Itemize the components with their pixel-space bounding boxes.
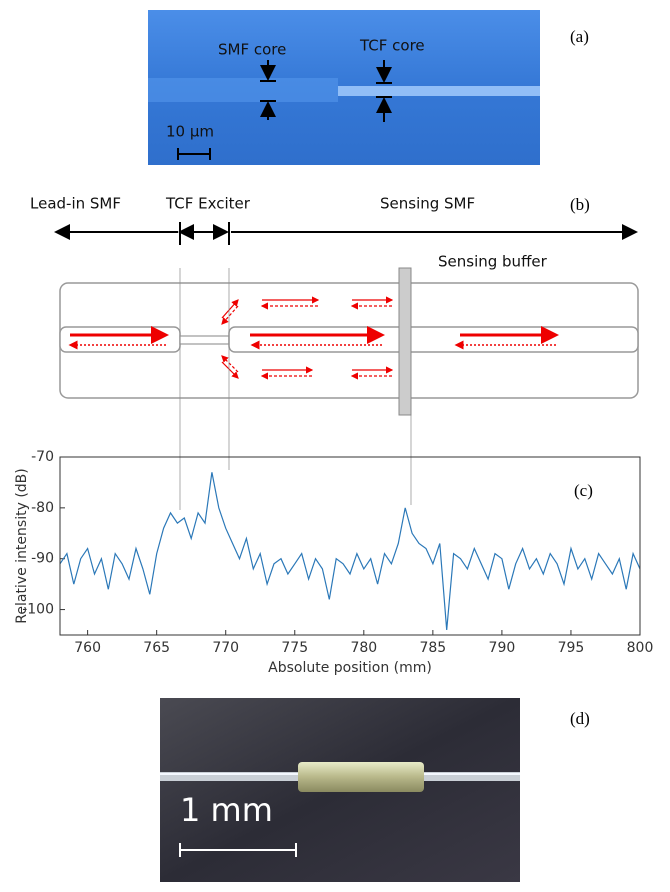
smf-core-label: SMF core: [218, 41, 286, 59]
y-tick-label: -70: [31, 449, 54, 465]
lead-in-core: [59, 326, 181, 353]
sensing-buffer: [398, 267, 412, 416]
panel-a: SMF core TCF core 10 μm (a): [148, 10, 589, 165]
plot-frame: [59, 456, 641, 636]
panel-b: Lead-in SMF TCF Exciter Sensing SMF (b) …: [30, 195, 639, 416]
trace: [59, 472, 641, 630]
x-tick-label: 760: [74, 640, 101, 656]
x-tick-label: 775: [281, 640, 308, 656]
panel-label-b: (b): [570, 195, 590, 214]
x-tick-label: 785: [419, 640, 446, 656]
y-tick-label: -80: [31, 500, 54, 516]
y-tick-label: -90: [31, 551, 54, 567]
x-tick-label: 770: [212, 640, 239, 656]
x-tick-label: 780: [350, 640, 377, 656]
x-tick-label: 800: [627, 640, 654, 656]
tcf-segment: [179, 335, 230, 345]
exciter-label: TCF Exciter: [165, 195, 251, 213]
panel-c: -100 -90 -80 -70 760 765 770 775 780 785 790 795 800…: [14, 268, 653, 676]
x-axis-title: Absolute position (mm): [268, 660, 432, 676]
x-tick-label: 765: [143, 640, 170, 656]
y-axis-title: Relative intensity (dB): [14, 468, 30, 623]
tcf-core: [338, 86, 540, 96]
sleeve: [298, 762, 424, 792]
sensing-label: Sensing SMF: [380, 195, 475, 213]
y-tick-label: -100: [22, 602, 54, 618]
panel-label-d: (d): [570, 709, 590, 728]
smf-fiber: [148, 78, 338, 102]
panel-d: 1 mm (d): [160, 698, 590, 882]
lead-in-label: Lead-in SMF: [30, 195, 121, 213]
scale-label-a: 10 μm: [166, 123, 214, 141]
sensing-core: [228, 326, 639, 353]
tcf-core-label: TCF core: [359, 37, 425, 55]
scale-label-d: 1 mm: [180, 791, 273, 829]
panel-label-a: (a): [570, 27, 589, 46]
x-tick-label: 795: [558, 640, 585, 656]
x-tick-label: 790: [489, 640, 516, 656]
panel-label-c: (c): [574, 481, 593, 500]
buffer-label: Sensing buffer: [438, 253, 548, 271]
